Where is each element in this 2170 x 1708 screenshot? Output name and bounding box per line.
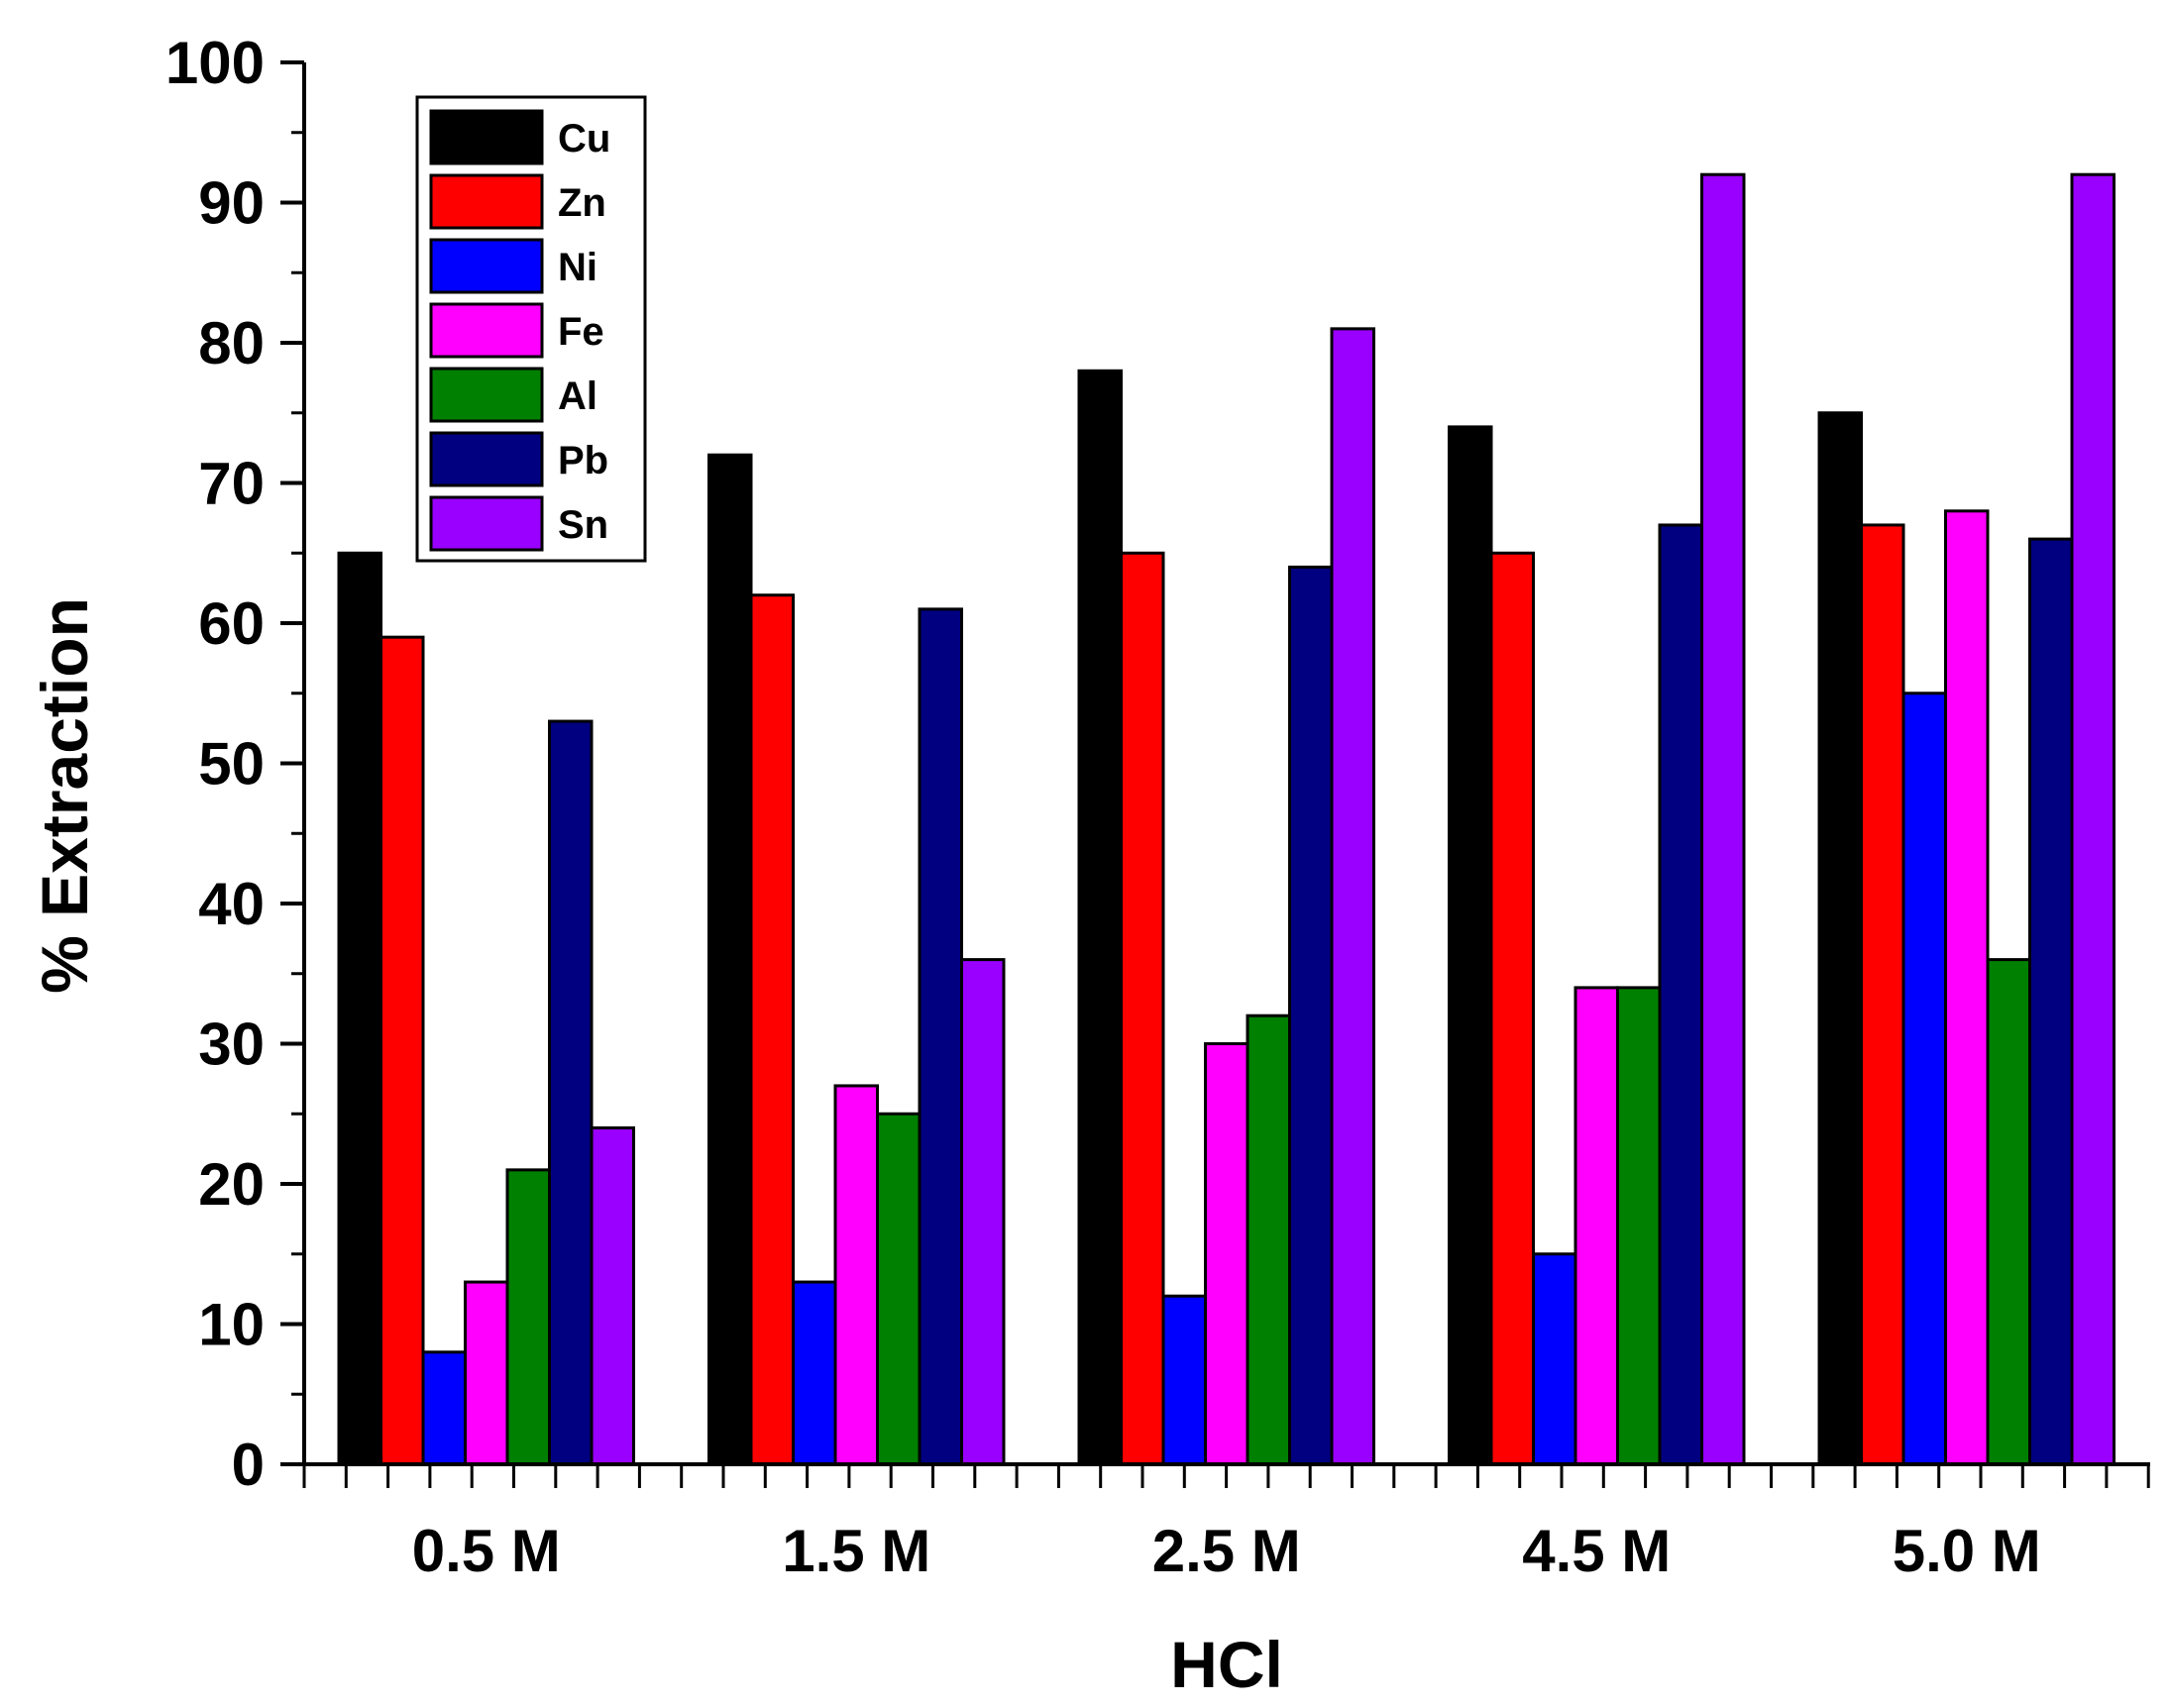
bar-al-5-0-m — [1986, 958, 2031, 1466]
y-tick-label: 90 — [198, 170, 265, 237]
legend-swatch-cu — [429, 109, 544, 165]
bar-fe-5-0-m — [1944, 509, 1990, 1466]
bar-fe-4-5-m — [1573, 986, 1619, 1466]
bar-al-2-5-m — [1246, 1014, 1291, 1466]
x-category-label: 1.5 M — [782, 1518, 930, 1584]
bar-cu-4-5-m — [1448, 425, 1493, 1466]
bar-zn-2-5-m — [1120, 551, 1165, 1466]
bar-sn-0-5-m — [590, 1125, 635, 1466]
bar-fe-2-5-m — [1204, 1042, 1249, 1466]
legend-swatch-pb — [429, 431, 544, 487]
bar-cu-0-5-m — [337, 551, 382, 1466]
bar-ni-5-0-m — [1901, 692, 1947, 1466]
labels-layer: 0 10 20 30 40 50 60 70 80 90 100 0.5 M 1.5 M 2.5 M 4.5… — [28, 30, 2041, 1701]
bar-sn-4-5-m — [1700, 172, 1746, 1466]
bar-pb-2-5-m — [1288, 565, 1334, 1466]
bar-fe-0-5-m — [464, 1280, 509, 1466]
y-tick-label: 10 — [198, 1292, 265, 1358]
legend-label-fe: Fe — [558, 310, 604, 354]
y-tick-label: 20 — [198, 1151, 265, 1218]
x-category-label: 0.5 M — [412, 1518, 561, 1584]
bar-zn-0-5-m — [380, 635, 425, 1466]
legend-label-cu: Cu — [558, 117, 610, 160]
legend-label-al: Al — [558, 374, 597, 418]
legend-label-zn: Zn — [558, 181, 606, 225]
x-category-label: 4.5 M — [1522, 1518, 1671, 1584]
bar-ni-2-5-m — [1161, 1294, 1207, 1466]
bar-sn-2-5-m — [1330, 327, 1375, 1466]
bar-zn-5-0-m — [1860, 523, 1905, 1466]
legend-swatch-zn — [429, 173, 544, 230]
y-tick-label: 50 — [198, 731, 265, 798]
legend-label-sn: Sn — [558, 503, 608, 547]
bar-cu-2-5-m — [1077, 369, 1123, 1466]
legend-swatch-ni — [429, 238, 544, 294]
bar-ni-1-5-m — [792, 1280, 837, 1466]
y-tick-label: 30 — [198, 1012, 265, 1078]
bars-layer — [337, 172, 2116, 1466]
bar-zn-4-5-m — [1489, 551, 1535, 1466]
bar-al-1-5-m — [876, 1112, 922, 1466]
bar-sn-5-0-m — [2070, 172, 2116, 1466]
bar-cu-5-0-m — [1817, 411, 1863, 1466]
y-tick-label: 100 — [165, 30, 265, 96]
bar-pb-1-5-m — [918, 607, 963, 1466]
legend: Cu Zn Ni Fe Al Pb Sn — [415, 95, 647, 563]
bar-pb-4-5-m — [1658, 523, 1703, 1466]
bar-cu-1-5-m — [707, 453, 753, 1466]
bar-sn-1-5-m — [960, 958, 1006, 1466]
y-tick-label: 0 — [232, 1432, 265, 1498]
legend-swatch-sn — [429, 495, 544, 552]
axes-layer — [280, 60, 2150, 1488]
bar-fe-1-5-m — [833, 1084, 879, 1466]
bar-pb-5-0-m — [2028, 537, 2074, 1466]
y-tick-label: 80 — [198, 310, 265, 376]
y-axis-title: % Extraction — [28, 597, 101, 994]
legend-label-ni: Ni — [558, 246, 597, 289]
bar-zn-1-5-m — [749, 593, 795, 1466]
bar-pb-0-5-m — [548, 719, 594, 1466]
y-tick-label: 70 — [198, 451, 265, 517]
y-tick-label: 40 — [198, 871, 265, 937]
bar-ni-0-5-m — [421, 1350, 467, 1466]
legend-label-pb: Pb — [558, 439, 608, 482]
bar-ni-4-5-m — [1532, 1252, 1577, 1466]
y-tick-label: 60 — [198, 590, 265, 657]
x-axis-title: HCl — [1170, 1628, 1283, 1701]
x-category-label: 5.0 M — [1893, 1518, 2041, 1584]
bar-al-0-5-m — [505, 1168, 551, 1466]
x-category-label: 2.5 M — [1152, 1518, 1301, 1584]
legend-swatch-al — [429, 367, 544, 423]
legend-swatch-fe — [429, 302, 544, 359]
bar-al-4-5-m — [1616, 986, 1662, 1466]
